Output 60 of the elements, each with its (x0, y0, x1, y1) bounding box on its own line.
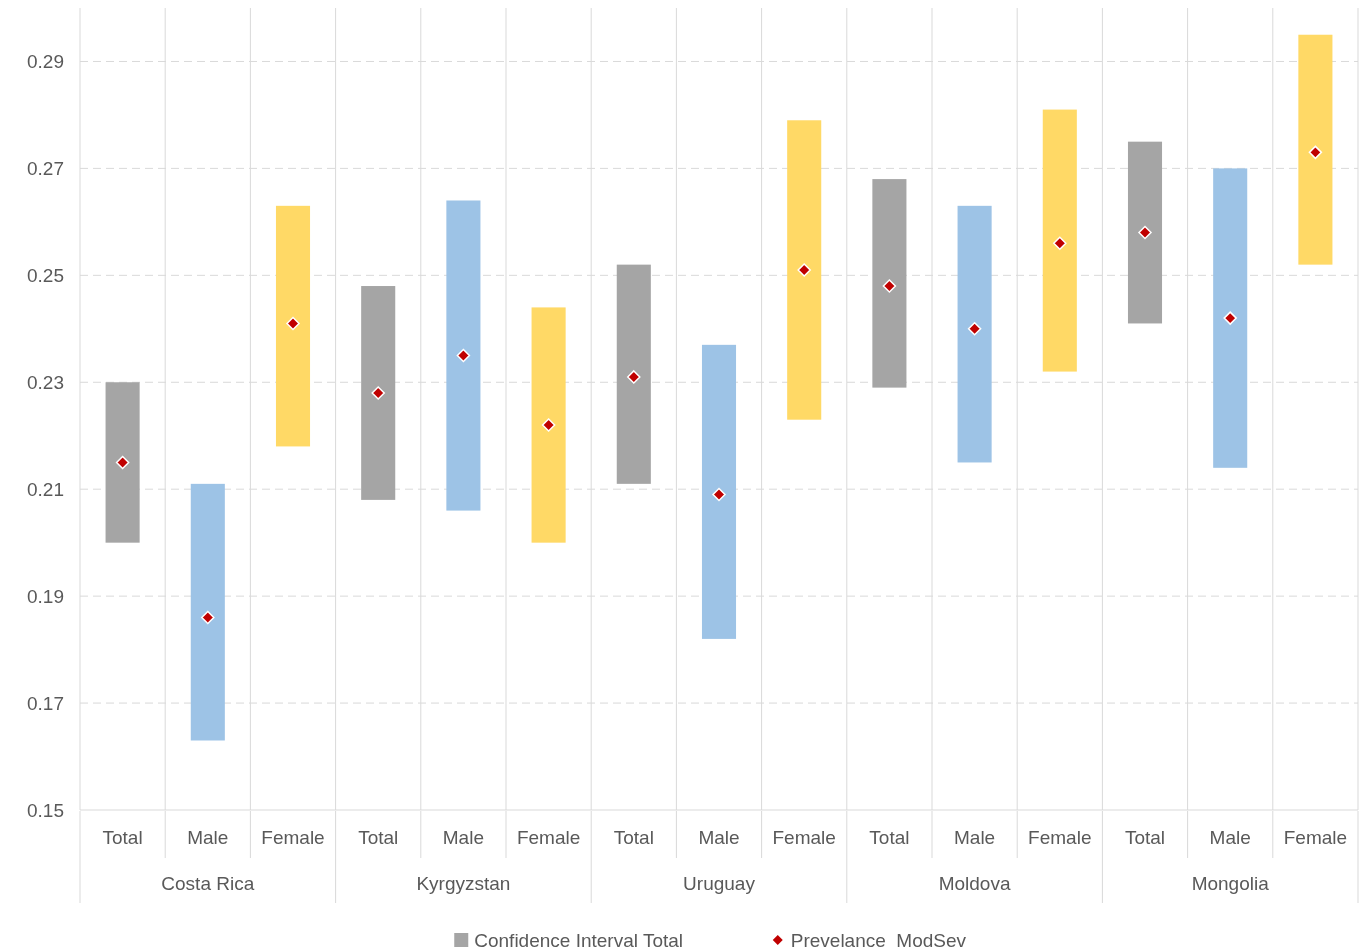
bar (190, 483, 225, 741)
x-tick-label: Total (613, 827, 654, 848)
bar (787, 120, 822, 420)
text: Kyrgyzstan (416, 873, 511, 894)
x-tick-label: Male (1209, 827, 1251, 848)
x-tick-label: Female (261, 827, 325, 848)
point (371, 386, 385, 400)
y-tick-label: 0.25 (27, 264, 64, 286)
point (541, 418, 556, 432)
y-tick-label: 0.17 (27, 692, 64, 714)
point (797, 263, 811, 277)
y-tick-label: 0.27 (27, 158, 64, 180)
text: Mongolia (1191, 873, 1270, 894)
y-tick-label: 0.21 (27, 478, 64, 500)
bar (616, 264, 651, 484)
bar (531, 307, 566, 543)
legend-label: Prevelance ModSev (790, 929, 967, 950)
x-tick-label: Male (698, 827, 740, 848)
x-tick-label: Total (869, 827, 910, 848)
text: Uruguay (683, 873, 756, 894)
point (201, 610, 215, 625)
bar (105, 382, 140, 543)
point (1223, 311, 1237, 325)
y-tick-label: 0.19 (27, 585, 64, 607)
x-tick-label: Male (954, 827, 996, 848)
bar (1042, 109, 1077, 372)
y-tick-label: 0.29 (27, 51, 64, 73)
y-tick-label: 0.23 (27, 371, 64, 393)
x-tick-label: Male (187, 827, 229, 848)
point (286, 316, 300, 331)
bar (1213, 168, 1248, 468)
x-tick-label: Male (442, 827, 484, 848)
x-tick-label: Female (772, 827, 836, 848)
point (1138, 225, 1152, 240)
point (712, 487, 726, 502)
x-tick-label: Female (1283, 827, 1348, 848)
x-tick-label: Total (1124, 827, 1166, 848)
point (456, 348, 471, 363)
x-tick-label: Total (358, 827, 399, 848)
bar (701, 344, 737, 639)
point (967, 322, 982, 336)
x-tick-label: Total (102, 827, 143, 848)
text: Moldova (938, 873, 1011, 894)
point (627, 370, 641, 384)
y-tick-label: 0.15 (27, 799, 64, 821)
bar (275, 205, 311, 447)
bar (872, 179, 907, 388)
point (882, 279, 897, 293)
bar (957, 205, 992, 463)
point (115, 455, 130, 470)
text: Costa Rica (161, 873, 255, 894)
bar (361, 286, 396, 500)
legend-label: Confidence Interval Total (474, 929, 684, 950)
point (1053, 236, 1067, 250)
x-tick-label: Female (1028, 827, 1092, 848)
bar (1298, 34, 1333, 265)
bar (1127, 141, 1163, 324)
point (1308, 145, 1323, 160)
x-tick-label: Female (516, 827, 581, 848)
bar (446, 200, 481, 511)
